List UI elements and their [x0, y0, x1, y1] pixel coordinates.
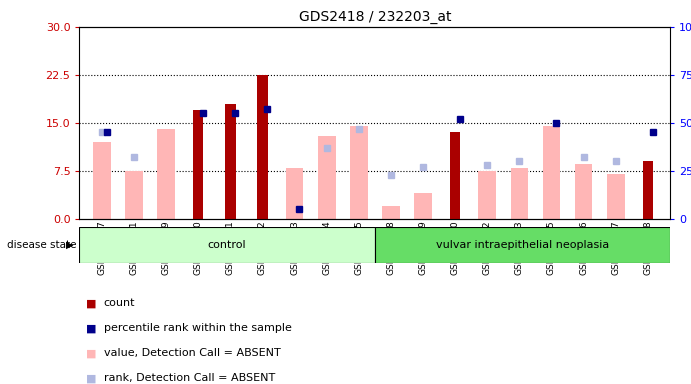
Bar	[511, 168, 528, 219]
Text: ■: ■	[86, 373, 97, 383]
Text: value, Detection Call = ABSENT: value, Detection Call = ABSENT	[104, 348, 281, 358]
Bar	[575, 164, 592, 219]
Bar	[79, 227, 375, 263]
Bar	[478, 171, 496, 219]
Text: vulvar intraepithelial neoplasia: vulvar intraepithelial neoplasia	[436, 240, 609, 250]
Bar	[286, 168, 303, 219]
Bar	[318, 136, 336, 219]
Text: ■: ■	[86, 298, 97, 308]
Bar	[193, 110, 203, 219]
Bar	[643, 161, 653, 219]
Text: disease state: disease state	[7, 240, 79, 250]
Text: ▶: ▶	[66, 240, 73, 250]
Bar	[414, 193, 432, 219]
Bar	[225, 104, 236, 219]
Bar	[375, 227, 670, 263]
Bar	[607, 174, 625, 219]
Bar	[450, 132, 460, 219]
Text: percentile rank within the sample: percentile rank within the sample	[104, 323, 292, 333]
Text: ■: ■	[86, 348, 97, 358]
Text: rank, Detection Call = ABSENT: rank, Detection Call = ABSENT	[104, 373, 275, 383]
Bar	[350, 126, 368, 219]
Title: GDS2418 / 232203_at: GDS2418 / 232203_at	[299, 10, 451, 25]
Bar	[125, 171, 143, 219]
Bar	[158, 129, 175, 219]
Bar	[382, 206, 400, 219]
Text: ■: ■	[86, 323, 97, 333]
Text: control: control	[208, 240, 247, 250]
Bar	[93, 142, 111, 219]
Bar	[542, 126, 560, 219]
Text: count: count	[104, 298, 135, 308]
Bar	[257, 75, 267, 219]
